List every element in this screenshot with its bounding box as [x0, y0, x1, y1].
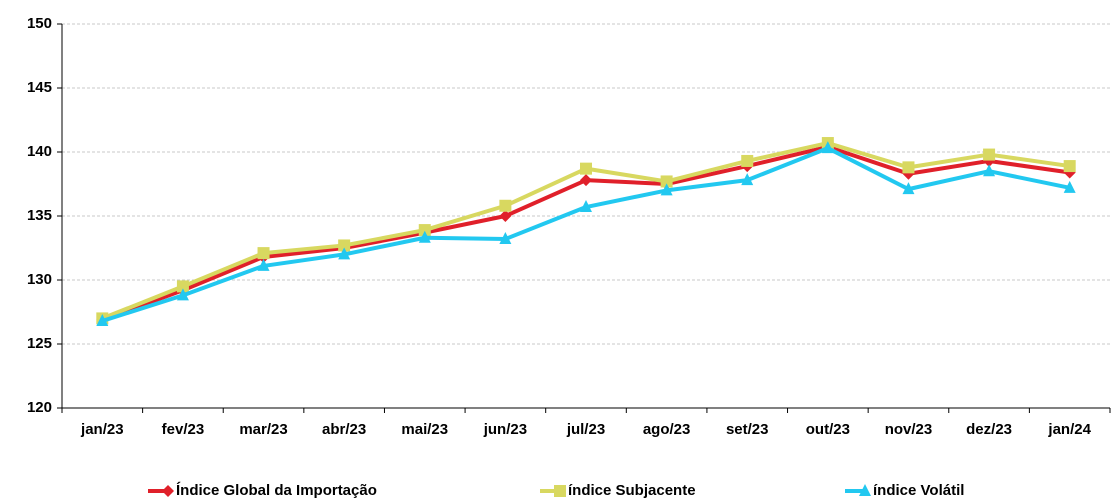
point: [499, 210, 512, 222]
x-tick-label: ago/23: [643, 421, 691, 438]
point: [176, 288, 189, 301]
x-tick-label: fev/23: [162, 421, 205, 438]
x-tick-label: nov/23: [885, 421, 933, 438]
y-tick-label: 135: [27, 207, 52, 224]
legend-label: índice Volátil: [873, 482, 964, 499]
point: [660, 183, 673, 196]
point: [257, 247, 270, 260]
legend-marker: [859, 484, 871, 496]
point: [821, 141, 834, 154]
y-tick-label: 145: [27, 79, 52, 96]
point: [741, 154, 754, 167]
y-tick-label: 140: [27, 143, 52, 160]
x-tick-label: dez/23: [966, 421, 1012, 438]
point: [338, 247, 351, 260]
point: [1063, 160, 1076, 173]
y-tick-label: 120: [27, 399, 52, 416]
x-tick-label: mar/23: [239, 421, 287, 438]
point: [176, 280, 189, 293]
point: [902, 182, 915, 195]
y-tick-label: 150: [27, 15, 52, 32]
x-tick-label: set/23: [726, 421, 769, 438]
x-tick-label: jun/23: [483, 421, 527, 438]
legend-label: índice Subjacente: [568, 482, 696, 499]
point: [580, 200, 592, 213]
point: [418, 230, 431, 243]
y-tick-label: 125: [27, 335, 52, 352]
x-tick-label: jan/23: [80, 421, 124, 438]
point: [983, 148, 996, 161]
y-tick-label: 130: [27, 271, 52, 288]
point: [96, 313, 109, 326]
legend-marker: [162, 485, 174, 497]
point: [338, 239, 351, 252]
point: [499, 232, 512, 245]
x-tick-label: jan/24: [1047, 421, 1091, 438]
point: [741, 173, 754, 186]
point: [580, 174, 592, 187]
x-tick-label: jul/23: [566, 421, 605, 438]
point: [983, 164, 996, 177]
point: [580, 162, 592, 175]
point: [902, 161, 915, 174]
point: [257, 258, 270, 271]
point: [1063, 180, 1076, 193]
point: [418, 224, 431, 237]
x-tick-label: mai/23: [401, 421, 448, 438]
point: [499, 199, 512, 212]
legend-marker: [554, 485, 566, 497]
x-tick-label: out/23: [806, 421, 850, 438]
legend-label: Índice Global da Importação: [176, 482, 377, 499]
x-tick-label: abr/23: [322, 421, 366, 438]
point: [660, 175, 673, 188]
